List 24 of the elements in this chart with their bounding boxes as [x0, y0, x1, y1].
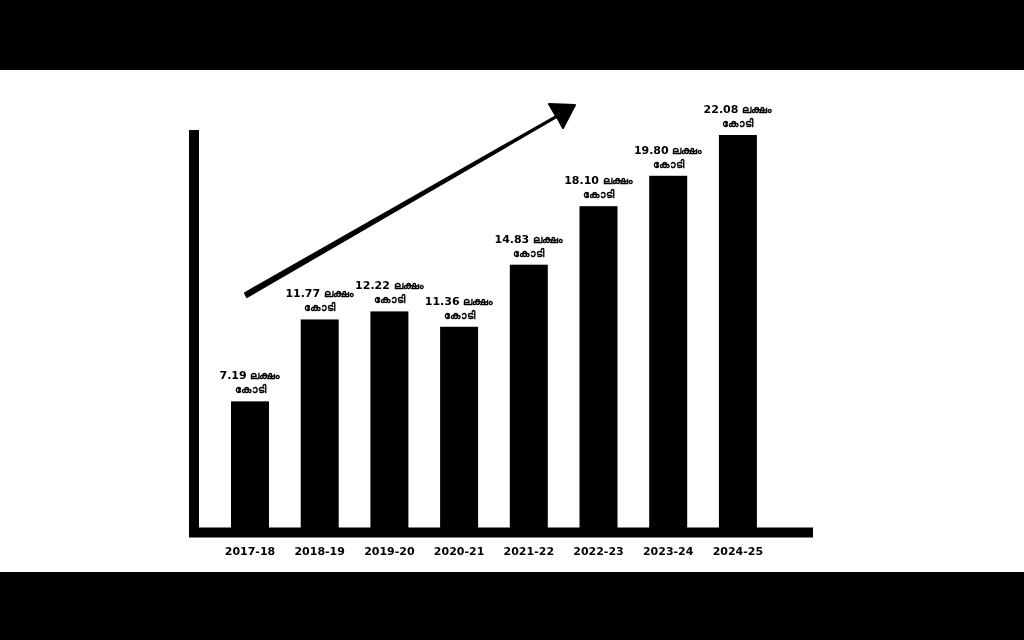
bar — [370, 311, 409, 530]
bar — [440, 326, 479, 530]
bar — [509, 264, 548, 530]
x-tick-label: 2018-19 — [294, 545, 345, 558]
x-tick-label: 2023-24 — [642, 545, 694, 558]
x-tick-label: 2017-18 — [224, 545, 276, 558]
data-label: 14.83 ലക്ഷം കോടി — [494, 232, 564, 260]
bar — [718, 135, 757, 530]
x-tick-label: 2019-20 — [364, 545, 415, 558]
data-label: 11.36 ലക്ഷം കോടി — [424, 294, 494, 322]
data-label: 11.77 ലക്ഷം കോടി — [285, 287, 355, 315]
data-label: 12.22 ലക്ഷം കോടി — [355, 279, 424, 307]
bar — [579, 206, 618, 530]
data-label: 19.80 ലക്ഷം കോടി — [633, 143, 703, 171]
bar — [231, 401, 269, 530]
data-label: 7.19 ലക്ഷം കോടി — [219, 369, 281, 397]
data-label: 22.08 ലക്ഷം കോടി — [703, 103, 773, 130]
bar — [649, 175, 688, 530]
bar — [300, 319, 339, 530]
x-tick-label: 2024-25 — [712, 545, 764, 558]
x-tick-label: 2022-23 — [573, 545, 624, 558]
x-tick-label: 2020-21 — [433, 545, 485, 558]
data-label: 18.10 ലക്ഷം കോടി — [564, 174, 633, 202]
x-tick-label: 2021-22 — [503, 545, 555, 558]
